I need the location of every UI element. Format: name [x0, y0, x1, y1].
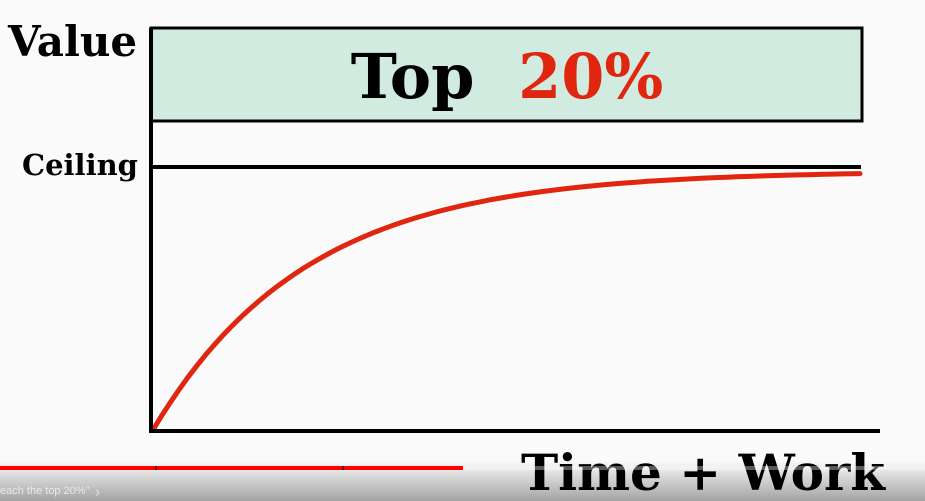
ceiling-label: Ceiling	[22, 148, 138, 182]
chapter-title-button[interactable]: each the top 20%" ›	[0, 483, 100, 499]
progress-bar[interactable]	[0, 466, 925, 470]
x-axis-label: Time + Work	[521, 443, 886, 501]
chevron-right-icon: ›	[95, 482, 100, 500]
chapter-marker	[342, 466, 344, 470]
top-band	[149, 26, 864, 123]
progress-played	[0, 466, 463, 470]
band-label-prefix: Top	[351, 40, 475, 113]
chapter-title-text: each the top 20%"	[0, 485, 90, 497]
chapter-marker	[155, 466, 157, 470]
growth-curve	[150, 171, 863, 433]
band-label: Top 20%	[351, 40, 664, 113]
band-label-value: 20%	[518, 40, 663, 113]
y-axis-label: Value	[7, 17, 137, 66]
